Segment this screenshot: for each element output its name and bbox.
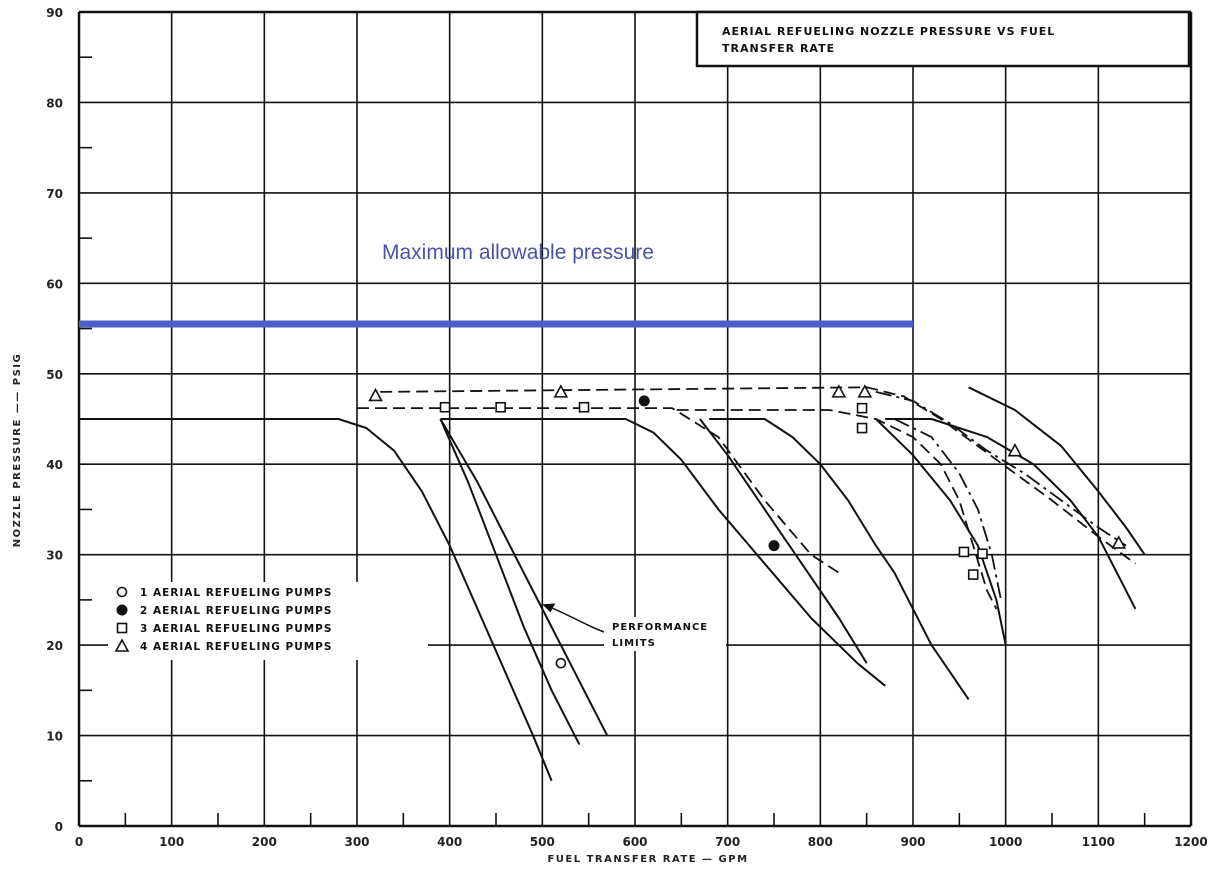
x-tick-label: 700	[715, 835, 740, 849]
y-tick-label: 70	[46, 187, 63, 201]
performance-curve	[439, 418, 609, 737]
performance-curve	[79, 418, 553, 782]
y-tick-label: 30	[46, 549, 63, 563]
marker-square-open	[495, 401, 506, 413]
marker-square-open	[856, 422, 868, 434]
legend-label: 3 AERIAL REFUELING PUMPS	[140, 623, 332, 635]
performance-curve	[709, 418, 970, 700]
marker-triangle-open	[114, 638, 130, 652]
pump-curve	[676, 409, 998, 610]
annotation-line-1: PERFORMANCE	[612, 622, 708, 633]
annotation-background	[604, 617, 726, 651]
y-tick-label: 0	[55, 820, 63, 834]
x-tick-label: 200	[252, 835, 277, 849]
marker-triangle-open	[553, 384, 569, 398]
marker-square-open	[958, 546, 970, 558]
legend: 1 AERIAL REFUELING PUMPS 2 AERIAL REFUELI…	[108, 582, 428, 660]
title-box: AERIAL REFUELING NOZZLE PRESSURE VS FUEL…	[695, 10, 1191, 68]
marker-circle-open	[555, 657, 567, 669]
x-tick-label: 1200	[1174, 835, 1207, 849]
performance-curve	[875, 418, 1007, 646]
pump-curve	[357, 407, 840, 574]
performance-curve	[699, 418, 868, 664]
max-pressure-group: Maximum allowable pressure	[79, 241, 913, 328]
performance-curves	[79, 386, 1146, 782]
marker-triangle-open	[1111, 535, 1127, 549]
annotation-arrowhead	[542, 603, 556, 613]
y-tick-label: 90	[46, 6, 63, 20]
pump-curve	[894, 418, 1002, 601]
y-axis-title: NOZZLE PRESSURE —— PSIG	[12, 353, 23, 547]
x-tick-label: 1100	[1082, 835, 1115, 849]
performance-curve	[439, 418, 581, 746]
chart-title-line-2: TRANSFER RATE	[722, 42, 835, 55]
axis-ticks	[79, 56, 1146, 826]
x-tick-labels: 0 100 200 300 400 500 600 700 800 900 1000 1100 1200	[75, 835, 1208, 849]
performance-curve	[440, 418, 886, 687]
x-tick-label: 800	[808, 835, 833, 849]
x-tick-label: 300	[344, 835, 369, 849]
marker-triangle-open	[857, 384, 873, 398]
performance-limits-annotation: PERFORMANCE LIMITS	[542, 603, 726, 651]
y-tick-label: 50	[46, 368, 63, 382]
chart-title-line-1: AERIAL REFUELING NOZZLE PRESSURE VS FUEL	[722, 25, 1055, 38]
x-tick-label: 100	[159, 835, 184, 849]
marker-square-open	[439, 401, 451, 413]
y-tick-labels: 0 10 20 30 40 50 60 70 80 90	[46, 6, 63, 834]
data-markers	[368, 384, 1127, 669]
x-tick-label: 0	[75, 835, 83, 849]
marker-square-open	[116, 622, 128, 634]
pump-curve	[875, 391, 1127, 547]
legend-label: 2 AERIAL REFUELING PUMPS	[140, 605, 332, 617]
marker-square-open	[967, 569, 979, 580]
marker-circle-open	[116, 586, 128, 598]
marker-triangle-open	[368, 387, 383, 402]
x-tick-label: 600	[622, 835, 647, 849]
marker-circle-filled	[116, 604, 128, 616]
legend-label: 4 AERIAL REFUELING PUMPS	[140, 641, 332, 653]
y-tick-label: 40	[46, 458, 63, 472]
performance-curve	[968, 386, 1146, 556]
annotation-arrow	[550, 606, 611, 635]
marker-square-open	[977, 548, 988, 560]
pump-curves	[357, 386, 1136, 610]
x-tick-label: 900	[900, 835, 925, 849]
marker-circle-filled	[638, 395, 650, 407]
legend-background	[108, 582, 428, 660]
legend-label: 1 AERIAL REFUELING PUMPS	[140, 587, 332, 599]
performance-curve	[885, 418, 1137, 610]
x-axis-title: FUEL TRANSFER RATE — GPM	[547, 854, 748, 865]
marker-square-open	[578, 401, 590, 413]
y-tick-label: 10	[46, 730, 63, 744]
x-tick-label: 500	[530, 835, 555, 849]
marker-triangle-open	[831, 384, 847, 398]
pump-curve	[380, 386, 1136, 565]
max-pressure-label: Maximum allowable pressure	[382, 241, 654, 264]
y-tick-label: 80	[46, 96, 63, 110]
x-tick-label: 1000	[989, 835, 1022, 849]
marker-triangle-open	[1007, 442, 1023, 457]
marker-square-open	[856, 402, 868, 414]
marker-circle-filled	[768, 540, 780, 552]
annotation-line-2: LIMITS	[612, 638, 656, 649]
y-tick-label: 60	[46, 277, 63, 291]
x-tick-label: 400	[437, 835, 462, 849]
y-tick-label: 20	[46, 639, 63, 653]
